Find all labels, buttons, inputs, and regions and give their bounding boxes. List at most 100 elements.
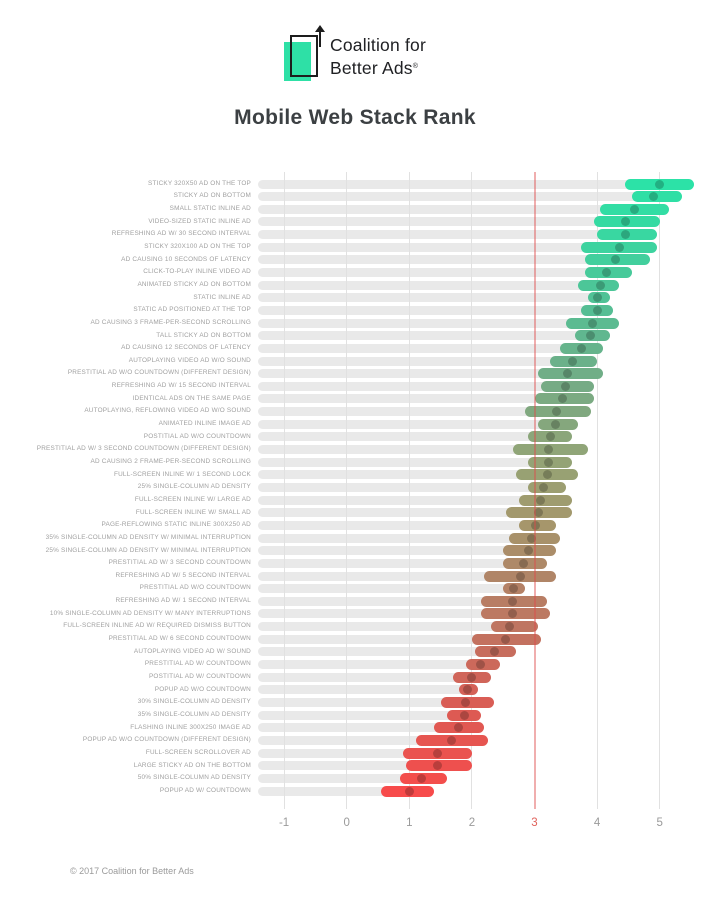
median-dot (586, 331, 596, 341)
range-track (258, 786, 435, 796)
range-track (258, 558, 548, 568)
logo-text-line2: Better Ads® (330, 58, 419, 78)
range-track (258, 647, 516, 657)
range-track (258, 230, 657, 240)
range-track (258, 761, 472, 771)
x-tick-label: 2 (468, 817, 476, 829)
range-bar (518, 494, 573, 506)
cba-logo: Coalition for Better Ads® (0, 14, 710, 94)
median-dot (432, 748, 442, 758)
median-dot (531, 520, 541, 530)
row-label: 25% SINGLE-COLUMN AD DENSITY W/ MINIMAL … (45, 546, 251, 554)
row-label: PRESTITIAL AD W/ 3 SECOND COUNTDOWN (108, 559, 251, 567)
row-label: AUTOPLAYING, REFLOWING VIDEO AD W/O SOUN… (84, 407, 251, 415)
range-bar (537, 418, 579, 430)
row-label: SMALL STATIC INLINE AD (169, 205, 251, 213)
range-track (258, 609, 551, 619)
range-bar (481, 608, 551, 620)
range-bar (581, 241, 657, 253)
row-label: REFRESHING AD W/ 15 SECOND INTERVAL (111, 382, 251, 390)
median-dot (523, 546, 533, 556)
median-dot (551, 407, 561, 417)
range-track (258, 343, 604, 353)
median-dot (489, 647, 499, 657)
range-bar (528, 431, 573, 443)
x-tick-label: 4 (593, 817, 601, 829)
median-dot (562, 369, 572, 379)
range-track (258, 445, 588, 455)
x-tick-label: 5 (656, 817, 663, 829)
range-track (258, 710, 482, 720)
logo-text-line1: Coalition for (330, 35, 426, 55)
threshold-line (533, 172, 536, 809)
row-label: AUTOPLAYING VIDEO AD W/O SOUND (128, 356, 251, 364)
gridline (471, 172, 473, 809)
median-dot (595, 280, 605, 290)
range-track (258, 495, 573, 505)
logo-up-arrow-head-icon (315, 25, 325, 32)
range-track (258, 179, 695, 189)
page-title: Mobile Web Stack Rank (234, 106, 476, 129)
range-track (258, 394, 594, 404)
range-bar (509, 532, 560, 544)
median-dot (508, 584, 518, 594)
row-label: CLICK-TO-PLAY INLINE VIDEO AD (143, 268, 251, 276)
row-label: FLASHING INLINE 300X250 IMAGE AD (130, 723, 251, 731)
row-label: AD CAUSING 12 SECONDS OF LATENCY (121, 344, 251, 352)
range-bar (503, 583, 526, 595)
median-dot (620, 217, 630, 227)
median-dot (655, 179, 665, 189)
range-track (258, 685, 479, 695)
median-dot (501, 634, 511, 644)
range-bar (578, 279, 619, 291)
range-track (258, 432, 573, 442)
range-bar (406, 760, 472, 772)
row-label: STATIC AD POSITIONED AT THE TOP (133, 306, 251, 314)
row-label: FULL-SCREEN INLINE W/ LARGE AD (134, 495, 251, 503)
median-dot (475, 660, 485, 670)
range-track (258, 672, 491, 682)
range-track (258, 204, 670, 214)
range-bar (575, 330, 610, 342)
range-bar (587, 292, 610, 304)
median-dot (630, 204, 640, 214)
range-track (258, 571, 557, 581)
gridline (283, 172, 285, 809)
range-track (258, 318, 619, 328)
range-bar (415, 734, 488, 746)
median-dot (404, 786, 414, 796)
logo-text: Coalition for Better Ads® (330, 34, 426, 79)
range-bar (565, 317, 619, 329)
range-bar (625, 178, 695, 190)
row-label: STICKY AD ON BOTTOM (173, 192, 251, 200)
range-bar (540, 380, 594, 392)
gridline (346, 172, 348, 809)
row-label: PRESTITIAL AD W/O COUNTDOWN (139, 584, 251, 592)
median-dot (611, 255, 621, 265)
row-label: VIDEO-SIZED STATIC INLINE AD (148, 217, 251, 225)
logo-green-rect-icon (284, 42, 311, 81)
logo-frame-icon (290, 35, 318, 77)
range-bar (506, 507, 573, 519)
row-label: FULL-SCREEN SCROLLOVER AD (145, 748, 251, 756)
range-bar (475, 646, 516, 658)
range-track (258, 242, 657, 252)
range-track (258, 596, 548, 606)
median-dot (518, 558, 528, 568)
row-label: POPUP AD W/O COUNTDOWN (154, 685, 251, 693)
median-dot (539, 483, 549, 492)
median-dot (614, 242, 624, 252)
range-bar (453, 671, 491, 683)
range-track (258, 305, 613, 315)
row-label: LARGE STICKY AD ON THE BOTTOM (133, 761, 251, 769)
x-tick-label: 1 (406, 817, 413, 829)
median-dot (504, 622, 514, 632)
range-track (258, 533, 560, 543)
row-label: TALL STICKY AD ON BOTTOM (156, 331, 251, 339)
median-dot (432, 761, 442, 771)
range-track (258, 748, 472, 758)
median-dot (592, 293, 602, 303)
range-track (258, 331, 610, 341)
range-bar (471, 633, 541, 645)
